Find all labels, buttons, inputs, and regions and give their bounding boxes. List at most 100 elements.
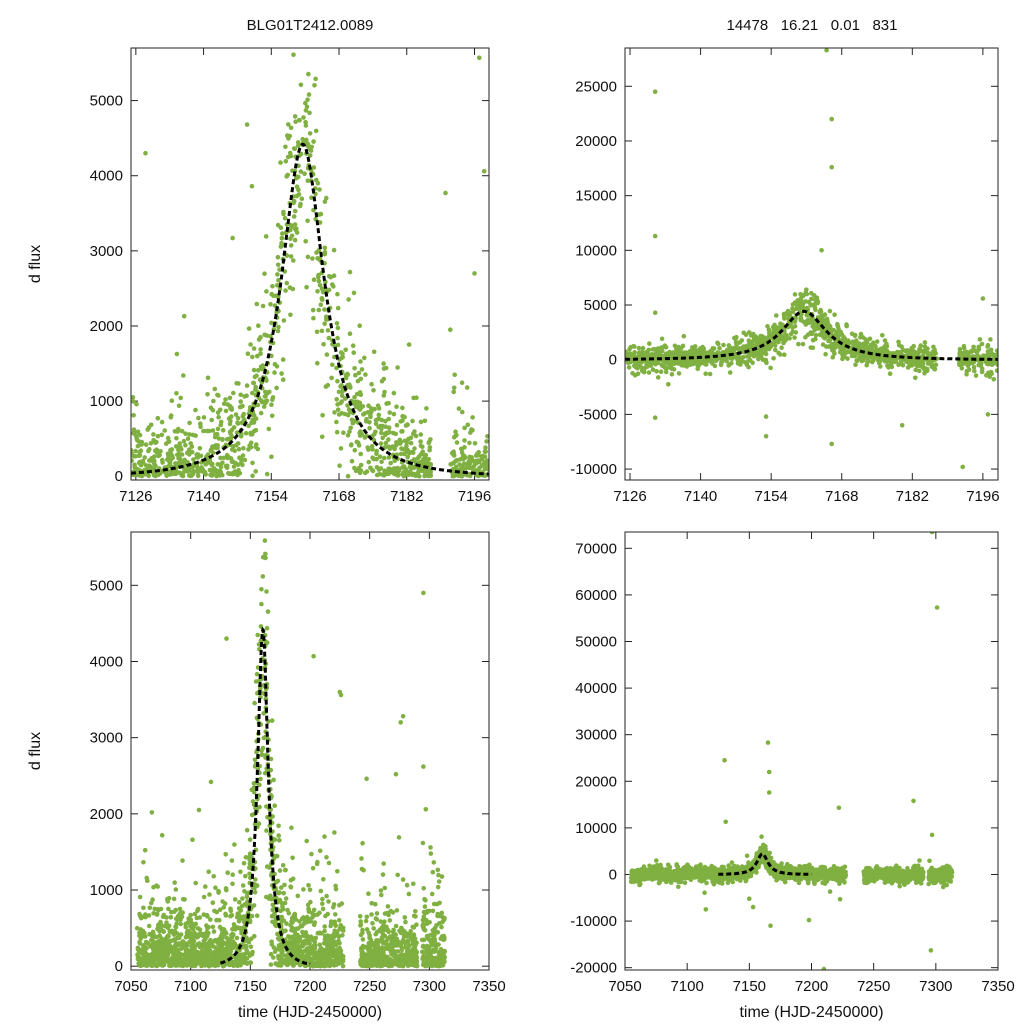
x-tick-label: 7250 xyxy=(353,978,386,995)
data-point xyxy=(957,361,962,366)
x-axis-title: time (HJD-2450000) xyxy=(238,1004,382,1021)
data-point xyxy=(988,369,994,375)
data-point xyxy=(134,401,139,407)
data-point xyxy=(171,470,177,476)
data-point xyxy=(281,211,286,217)
data-point xyxy=(708,348,714,354)
data-point xyxy=(920,362,925,368)
data-point xyxy=(985,342,991,348)
data-point xyxy=(297,203,303,209)
data-point xyxy=(676,371,682,376)
data-point xyxy=(386,437,391,442)
data-point xyxy=(215,462,221,467)
plot-frame xyxy=(624,47,999,481)
data-point xyxy=(817,332,823,338)
data-point xyxy=(286,136,291,141)
data-point xyxy=(323,913,328,919)
data-point xyxy=(345,473,351,479)
data-point xyxy=(635,371,641,377)
data-point xyxy=(217,924,223,930)
data-point xyxy=(646,370,652,375)
data-point xyxy=(364,927,370,932)
outlier-point xyxy=(829,164,834,170)
data-point xyxy=(321,877,326,882)
data-point xyxy=(633,364,638,369)
data-point xyxy=(762,336,767,342)
data-point xyxy=(181,438,187,444)
data-point xyxy=(289,915,295,921)
data-point xyxy=(378,441,384,446)
data-point xyxy=(858,331,864,337)
x-tick-label: 7168 xyxy=(322,488,355,505)
data-point xyxy=(302,938,308,944)
data-point xyxy=(358,451,364,457)
data-point xyxy=(776,350,781,356)
data-point xyxy=(173,924,179,930)
data-point xyxy=(711,346,717,351)
data-point xyxy=(274,385,279,391)
data-point xyxy=(258,334,263,340)
data-point xyxy=(146,425,152,430)
data-point xyxy=(824,344,829,349)
data-point xyxy=(798,292,803,297)
data-point xyxy=(421,937,427,943)
data-point xyxy=(283,288,288,293)
data-point xyxy=(399,446,404,451)
data-point xyxy=(335,402,340,407)
data-point xyxy=(208,917,213,922)
data-point xyxy=(275,272,280,277)
data-point xyxy=(374,917,380,922)
data-point xyxy=(321,941,327,946)
data-point xyxy=(244,894,250,900)
data-point xyxy=(378,888,384,893)
data-point xyxy=(727,370,733,375)
data-point xyxy=(736,355,742,360)
data-point xyxy=(240,403,245,409)
data-point xyxy=(375,403,381,409)
data-point xyxy=(977,337,983,342)
data-point xyxy=(244,947,249,953)
data-point xyxy=(735,361,741,366)
data-point xyxy=(306,92,312,97)
data-point xyxy=(316,272,321,278)
data-point xyxy=(688,351,693,357)
data-point xyxy=(366,447,371,452)
data-point xyxy=(754,341,759,346)
data-point xyxy=(372,406,377,412)
data-point xyxy=(373,421,379,427)
data-point xyxy=(233,412,239,417)
data-point xyxy=(317,187,322,192)
data-point xyxy=(840,337,845,343)
data-point xyxy=(348,442,354,448)
data-point xyxy=(817,315,822,320)
data-point xyxy=(181,373,186,378)
data-point xyxy=(280,863,286,868)
data-point xyxy=(240,462,245,468)
data-point xyxy=(294,230,300,235)
data-point xyxy=(142,951,147,956)
data-point xyxy=(407,451,412,456)
data-point xyxy=(131,413,136,418)
data-point xyxy=(394,908,400,913)
data-point xyxy=(369,912,374,917)
data-point xyxy=(380,872,386,877)
data-point xyxy=(132,462,137,468)
data-point xyxy=(388,460,394,466)
data-point xyxy=(754,336,759,341)
data-point xyxy=(758,333,763,339)
data-point xyxy=(202,940,208,946)
data-point xyxy=(248,944,254,950)
data-point xyxy=(715,340,720,346)
data-point xyxy=(165,451,171,457)
data-point xyxy=(371,388,376,393)
data-point xyxy=(391,471,397,477)
data-point xyxy=(659,345,664,350)
data-point xyxy=(364,469,370,474)
data-point xyxy=(288,884,293,889)
data-point xyxy=(199,466,205,472)
data-point xyxy=(874,339,880,344)
data-point xyxy=(149,810,155,815)
data-point xyxy=(151,911,156,916)
data-point xyxy=(827,308,833,314)
data-point xyxy=(380,435,386,441)
